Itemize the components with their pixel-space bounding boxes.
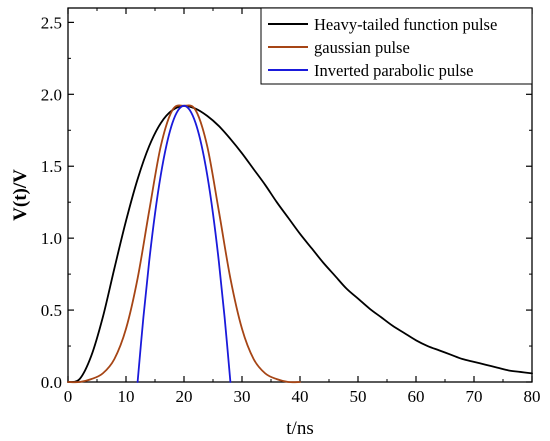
y-tick-label: 1.5 xyxy=(41,157,62,176)
legend: Heavy-tailed function pulse gaussian pul… xyxy=(260,7,533,85)
x-tick-label: 30 xyxy=(234,387,251,406)
y-tick-label: 0.5 xyxy=(41,301,62,320)
series-line-heavy-tailed xyxy=(67,104,533,383)
x-tick-label: 40 xyxy=(292,387,309,406)
legend-label-gaussian: gaussian pulse xyxy=(314,38,410,57)
x-tick-label: 20 xyxy=(176,387,193,406)
x-tick-label: 10 xyxy=(118,387,135,406)
x-tick-label: 60 xyxy=(408,387,425,406)
x-tick-label: 80 xyxy=(524,387,541,406)
series-line-inverted-parabolic xyxy=(136,104,232,383)
legend-label-inverted-parabolic: Inverted parabolic pulse xyxy=(314,61,473,80)
y-axis-title: V(t)/V xyxy=(10,169,31,221)
legend-label-heavy-tailed: Heavy-tailed function pulse xyxy=(314,15,497,34)
y-tick-label: 0.0 xyxy=(41,373,62,392)
x-tick-label: 70 xyxy=(466,387,483,406)
axis-tick-labels: 0 10 20 30 40 50 60 70 80 0.0 0.5 1.0 1.5 2.0 2.5 xyxy=(41,13,541,406)
y-tick-label: 2.0 xyxy=(41,85,62,104)
series-layer xyxy=(67,104,533,384)
x-tick-label: 0 xyxy=(64,387,73,406)
y-tick-label: 1.0 xyxy=(41,229,62,248)
x-tick-label: 50 xyxy=(350,387,367,406)
x-axis-title: t/ns xyxy=(286,418,313,439)
y-tick-label: 2.5 xyxy=(41,13,62,32)
